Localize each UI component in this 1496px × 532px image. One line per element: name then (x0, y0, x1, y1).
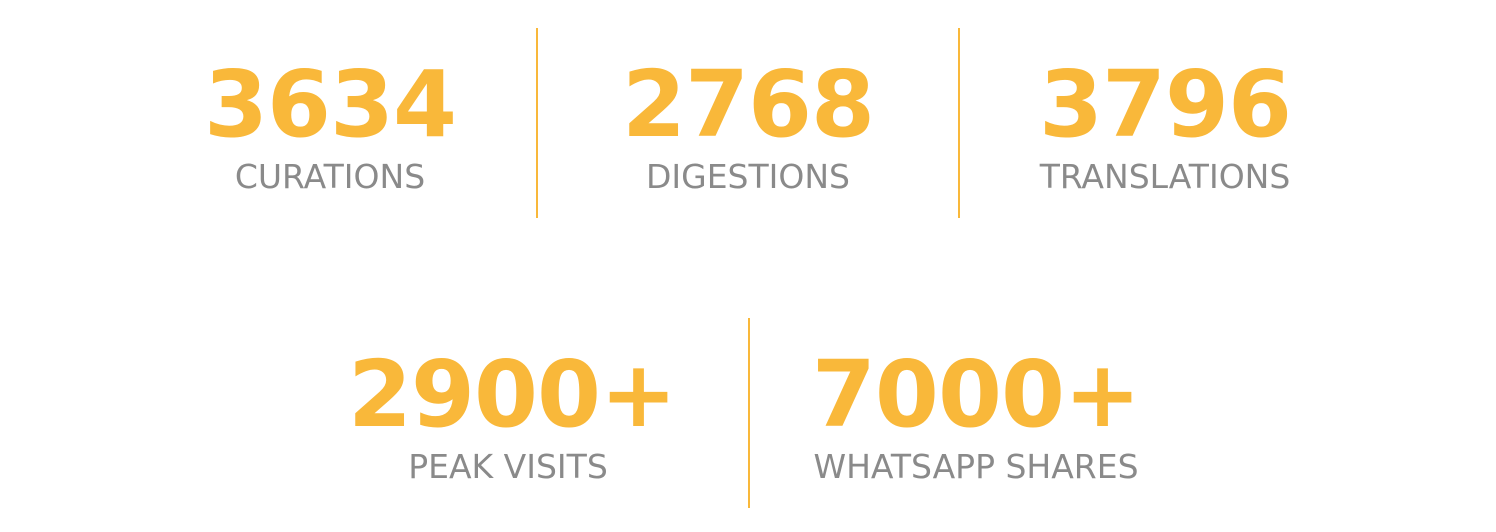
stat-value: 3796 (1038, 51, 1292, 158)
stat-translations: 3796 TRANSLATIONS (1005, 55, 1325, 197)
stat-value: 2900+ (348, 341, 677, 448)
stat-curations: 3634 CURATIONS (170, 55, 490, 197)
stat-value: 3634 (203, 51, 457, 158)
stat-whatsapp-shares: 7000+ WHATSAPP SHARES (776, 345, 1176, 487)
stat-label: TRANSLATIONS (1039, 157, 1291, 196)
stat-divider (536, 28, 538, 218)
stat-label: DIGESTIONS (645, 157, 850, 196)
stat-label: PEAK VISITS (408, 447, 608, 486)
stat-value: 7000+ (811, 341, 1141, 448)
stat-label: CURATIONS (234, 157, 426, 196)
stat-label: WHATSAPP SHARES (813, 447, 1139, 486)
stat-peak-visits: 2900+ PEAK VISITS (348, 341, 677, 487)
stat-divider (748, 318, 750, 508)
stat-digestions: 2768 DIGESTIONS (588, 55, 908, 197)
stat-value: 2768 (621, 51, 875, 158)
stat-divider (958, 28, 960, 218)
